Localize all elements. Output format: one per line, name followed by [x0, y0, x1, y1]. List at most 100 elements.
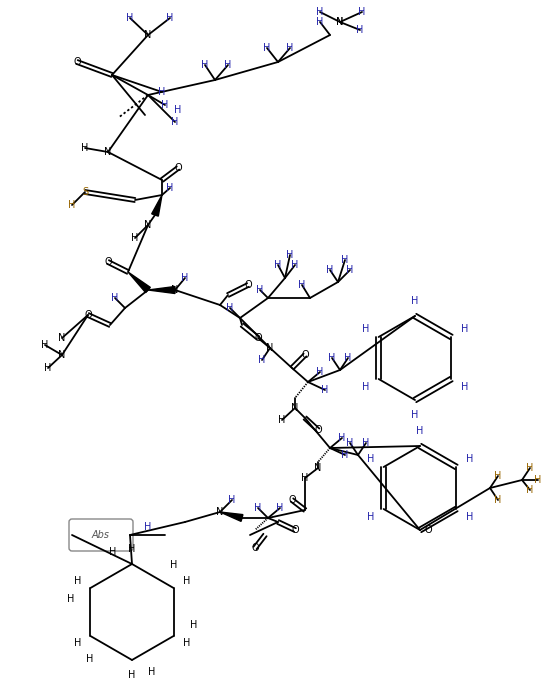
Text: N: N [58, 333, 66, 343]
Text: H: H [362, 438, 370, 448]
Text: H: H [166, 13, 174, 23]
Text: H: H [68, 200, 76, 210]
Text: N: N [336, 17, 344, 27]
Text: H: H [322, 385, 329, 395]
Text: H: H [301, 473, 308, 483]
Text: H: H [316, 17, 324, 27]
Text: H: H [367, 455, 374, 464]
Text: N: N [144, 220, 152, 230]
Text: H: H [190, 620, 197, 630]
Text: H: H [411, 410, 419, 420]
Text: H: H [131, 233, 138, 243]
Text: H: H [74, 638, 81, 649]
Text: H: H [416, 426, 423, 436]
Text: H: H [526, 463, 534, 473]
Text: H: H [256, 285, 264, 295]
Text: H: H [278, 415, 286, 425]
Text: H: H [316, 7, 324, 17]
Text: O: O [288, 495, 296, 505]
Polygon shape [148, 286, 175, 294]
Text: O: O [73, 57, 81, 67]
FancyBboxPatch shape [69, 519, 133, 551]
Text: O: O [424, 525, 432, 535]
Text: H: H [411, 296, 419, 306]
Text: H: H [144, 522, 152, 532]
Text: H: H [494, 471, 502, 481]
Text: H: H [326, 265, 334, 275]
Text: H: H [346, 265, 354, 275]
Text: H: H [338, 433, 346, 443]
Text: H: H [367, 511, 374, 522]
Text: H: H [148, 667, 155, 677]
Text: H: H [292, 260, 299, 270]
Text: H: H [341, 450, 349, 460]
Text: S: S [82, 187, 88, 197]
Text: H: H [298, 280, 306, 290]
Polygon shape [220, 512, 243, 521]
Text: H: H [158, 87, 166, 97]
Text: H: H [109, 547, 116, 557]
Text: H: H [534, 475, 542, 485]
Text: N: N [144, 30, 152, 40]
Text: N: N [314, 463, 322, 473]
Text: H: H [225, 60, 232, 70]
Text: H: H [111, 293, 119, 303]
Text: H: H [526, 485, 534, 495]
Text: H: H [226, 303, 234, 313]
Text: O: O [301, 350, 309, 360]
Text: Abs: Abs [92, 530, 110, 540]
Text: H: H [183, 575, 190, 586]
Text: H: H [228, 495, 235, 505]
Text: H: H [174, 105, 181, 115]
Text: H: H [255, 503, 262, 513]
Text: H: H [461, 382, 468, 392]
Text: N: N [216, 507, 223, 517]
Text: H: H [44, 363, 52, 373]
Text: H: H [286, 43, 294, 53]
Text: O: O [254, 333, 262, 343]
Text: H: H [74, 575, 81, 586]
Text: O: O [244, 280, 252, 290]
Text: H: H [341, 255, 349, 265]
Text: H: H [128, 544, 136, 554]
Text: H: H [286, 250, 294, 260]
Text: H: H [86, 653, 94, 664]
Text: H: H [274, 260, 282, 270]
Text: O: O [104, 257, 112, 267]
Text: H: H [316, 367, 324, 377]
Text: N: N [292, 403, 299, 413]
Text: H: H [465, 455, 473, 464]
Text: O: O [291, 525, 299, 535]
Text: H: H [128, 670, 136, 680]
Text: H: H [126, 13, 134, 23]
Text: H: H [358, 7, 366, 17]
Text: H: H [81, 143, 89, 153]
Text: H: H [161, 100, 169, 110]
Text: H: H [494, 495, 502, 505]
Text: H: H [276, 503, 284, 513]
Text: H: H [41, 340, 49, 350]
Text: H: H [66, 594, 74, 604]
Text: H: H [171, 560, 178, 570]
Text: N: N [336, 17, 344, 27]
Polygon shape [128, 272, 150, 292]
Text: N: N [171, 285, 179, 295]
Text: H: H [328, 353, 336, 363]
Text: H: H [465, 511, 473, 522]
Text: H: H [258, 355, 266, 365]
Text: H: H [183, 638, 190, 649]
Text: N: N [267, 343, 274, 353]
Text: N: N [104, 147, 112, 157]
Text: H: H [166, 183, 174, 193]
Text: H: H [356, 25, 364, 35]
Text: H: H [362, 382, 370, 392]
Text: H: H [201, 60, 209, 70]
Text: H: H [461, 324, 468, 335]
Text: O: O [314, 425, 322, 435]
Text: H: H [346, 438, 354, 448]
Text: H: H [181, 273, 189, 283]
Text: H: H [344, 353, 352, 363]
Polygon shape [152, 195, 162, 216]
Text: H: H [263, 43, 271, 53]
Text: O: O [84, 310, 92, 320]
